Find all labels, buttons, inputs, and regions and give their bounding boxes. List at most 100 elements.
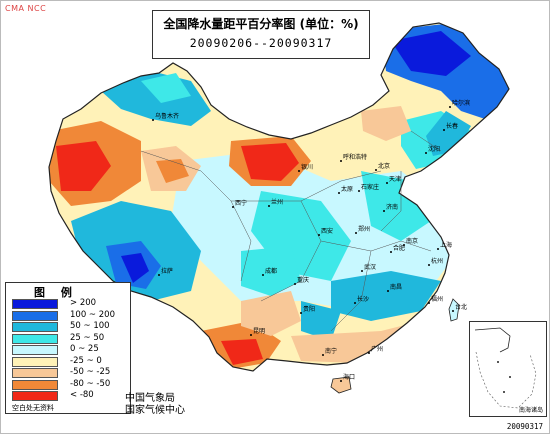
city-dot	[383, 210, 385, 212]
city-dot	[318, 234, 320, 236]
city-dot	[387, 290, 389, 292]
city-dot	[425, 152, 427, 154]
province-lines	[140, 130, 442, 332]
legend-item: 0 ~ 25	[12, 344, 128, 355]
map-title: 全国降水量距平百分率图 (单位：%)	[163, 17, 359, 31]
legend-item: -25 ~ 0	[12, 355, 128, 367]
city-dot	[368, 352, 370, 354]
city-label: 杭州	[431, 257, 443, 265]
city-dot	[340, 380, 342, 382]
city-label: 昆明	[253, 328, 265, 335]
city-dot	[375, 169, 377, 171]
city-label: 太原	[341, 185, 353, 193]
legend-item: -50 ~ -25	[12, 367, 128, 378]
city-dot	[250, 334, 252, 336]
hainan-island	[330, 376, 352, 394]
city-label: 福州	[431, 295, 443, 303]
legend-label: 50 ~ 100	[70, 321, 110, 331]
taiwan-island	[448, 298, 460, 322]
city-label: 西宁	[235, 199, 247, 207]
city-label: 合肥	[393, 244, 405, 252]
legend-swatch	[12, 333, 58, 344]
china-border	[48, 22, 510, 372]
legend-label: > 200	[70, 298, 97, 308]
agency-line-1: 中国气象局	[125, 393, 175, 404]
legend-label: -25 ~ 0	[70, 355, 102, 366]
legend-swatch	[12, 368, 58, 378]
legend-swatch	[12, 345, 58, 355]
city-dot	[443, 129, 445, 131]
city-label: 沈阳	[428, 145, 440, 153]
city-label: 海口	[343, 373, 355, 381]
city-dot	[298, 170, 300, 172]
city-label: 南宁	[325, 347, 337, 355]
city-dot	[268, 205, 270, 207]
watermark: CMA NCC	[5, 4, 47, 13]
city-dot	[358, 190, 360, 192]
city-dot	[390, 251, 392, 253]
city-label: 上海	[440, 241, 452, 249]
legend: 图 例 > 200 100 ~ 200 50 ~ 100 25 ~ 50 0 ~ 25-…	[5, 282, 131, 414]
city-label: 哈尔滨	[452, 99, 470, 107]
legend-item: > 200	[12, 298, 128, 309]
city-label: 南昌	[390, 283, 402, 291]
city-dot	[322, 354, 324, 356]
city-dot	[262, 274, 264, 276]
datestamp: 20090317	[506, 422, 543, 431]
inset-map	[474, 327, 537, 409]
legend-no-data: 空白处无资料	[12, 404, 54, 412]
legend-label: 25 ~ 50	[70, 332, 105, 343]
legend-swatch	[12, 379, 58, 390]
city-label: 北京	[378, 162, 390, 170]
city-dot	[294, 283, 296, 285]
legend-item: 100 ~ 200	[12, 309, 128, 321]
city-dot	[340, 160, 342, 162]
legend-item: < -80	[12, 390, 128, 401]
city-label: 呼和浩特	[343, 153, 367, 161]
city-dot	[361, 270, 363, 272]
city-dot	[158, 274, 160, 276]
city-label: 重庆	[297, 276, 309, 284]
city-label: 乌鲁木齐	[155, 112, 179, 120]
city-dot	[232, 206, 234, 208]
legend-swatch	[12, 391, 58, 401]
city-label: 拉萨	[161, 267, 173, 275]
city-dot	[300, 312, 302, 314]
city-label: 西安	[321, 227, 333, 235]
legend-item: 50 ~ 100	[12, 321, 128, 332]
legend-label: 0 ~ 25	[70, 344, 99, 354]
city-label: 银川	[301, 163, 313, 171]
city-label: 长春	[446, 122, 458, 130]
city-label: 成都	[265, 267, 277, 275]
city-label: 长沙	[357, 295, 369, 303]
city-label: 天津	[389, 176, 401, 183]
city-dot	[354, 302, 356, 304]
city-label: 武汉	[364, 263, 376, 271]
city-dot	[449, 106, 451, 108]
city-label: 兰州	[271, 198, 283, 206]
legend-item: -80 ~ -50	[12, 379, 128, 390]
title-box: 全国降水量距平百分率图 (单位：%) 20090206--20090317	[152, 10, 370, 59]
city-dot	[452, 310, 454, 312]
city-label: 台北	[455, 303, 467, 311]
city-label: 济南	[386, 203, 398, 211]
legend-swatch	[12, 310, 58, 321]
legend-label: 100 ~ 200	[70, 309, 115, 320]
legend-title: 图 例	[34, 286, 78, 299]
legend-swatch	[12, 322, 58, 332]
legend-swatch	[12, 299, 58, 309]
date-range: 20090206--20090317	[189, 36, 333, 50]
legend-swatch	[12, 356, 58, 367]
city-label: 南京	[406, 237, 418, 245]
city-dot	[428, 264, 430, 266]
legend-label: < -80	[70, 390, 94, 400]
city-label: 广州	[371, 345, 383, 353]
city-dot	[403, 244, 405, 246]
city-dot	[152, 119, 154, 121]
city-dot	[437, 248, 439, 250]
legend-label: -50 ~ -25	[70, 367, 111, 377]
agency-block: 中国气象局 国家气候中心	[125, 393, 185, 417]
legend-item: 25 ~ 50	[12, 332, 128, 344]
